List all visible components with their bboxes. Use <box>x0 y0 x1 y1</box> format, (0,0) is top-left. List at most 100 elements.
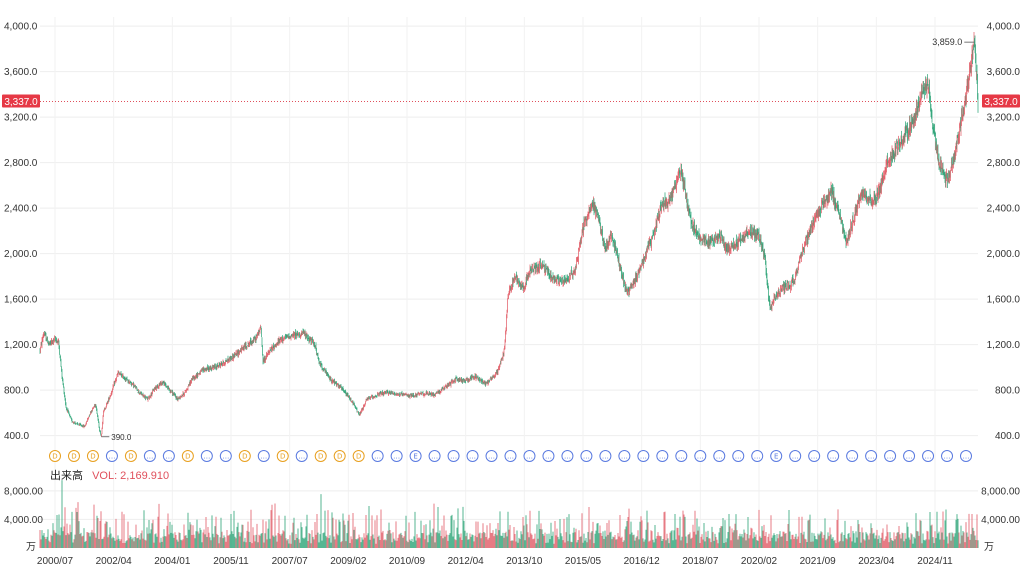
event-marker-label: D <box>71 453 76 461</box>
event-marker <box>580 450 593 462</box>
price-tick-label-right: 3,600.0 <box>987 67 1021 78</box>
event-marker-label: D <box>280 453 285 461</box>
event-marker-label: D <box>128 453 133 461</box>
last-price-tag-left <box>2 94 40 108</box>
price-tick-label-right: 800.0 <box>995 386 1020 397</box>
price-tick-label-left: 1,200.0 <box>4 340 38 351</box>
event-marker <box>447 450 460 462</box>
dividend-marker <box>49 450 61 462</box>
last-price-label-left: 3,337.0 <box>4 97 38 108</box>
event-marker-label: … <box>811 453 818 461</box>
time-tick-label: 2021/09 <box>800 556 837 567</box>
event-marker <box>789 450 802 462</box>
event-marker <box>884 450 897 462</box>
event-marker <box>428 450 441 462</box>
event-marker <box>903 450 916 462</box>
event-marker <box>922 450 935 462</box>
volume-tick-label-left: 4,000.00 <box>4 515 43 526</box>
event-marker <box>371 450 384 462</box>
price-tick-label-right: 2,000.0 <box>987 249 1021 260</box>
event-marker-label: … <box>792 453 799 461</box>
price-tick-label-right: 1,200.0 <box>987 340 1021 351</box>
dividend-marker <box>276 450 289 462</box>
event-marker-label: … <box>678 453 685 461</box>
event-marker-label: … <box>640 453 647 461</box>
event-marker-label: … <box>868 453 875 461</box>
event-marker-label: D <box>356 453 361 461</box>
event-marker <box>637 450 650 462</box>
event-marker-label: … <box>545 453 552 461</box>
dividend-marker <box>86 450 99 462</box>
volume-tick-label-right: 8,000.00 <box>981 486 1020 497</box>
volume-tick-label-right: 4,000.00 <box>981 515 1020 526</box>
event-marker <box>846 450 859 462</box>
time-tick-label: 2024/11 <box>917 556 953 567</box>
event-marker-label: … <box>754 453 761 461</box>
event-marker-label: … <box>298 453 305 461</box>
event-marker-label: … <box>507 453 514 461</box>
dividend-marker <box>181 450 194 462</box>
price-tick-label-left: 3,600.0 <box>4 67 38 78</box>
time-tick-label: 2009/02 <box>330 556 367 567</box>
price-tick-label-right: 3,200.0 <box>987 113 1021 124</box>
event-marker-label: … <box>374 453 381 461</box>
event-marker <box>143 450 156 462</box>
event-marker <box>751 450 764 462</box>
dividend-marker <box>314 450 327 462</box>
event-marker-label: E <box>413 453 417 461</box>
event-marker-label: … <box>849 453 856 461</box>
event-marker <box>162 450 175 462</box>
event-marker <box>219 450 232 462</box>
volume-legend-value: VOL: 2,169.910 <box>92 470 170 482</box>
last-price-tag-right <box>982 94 1020 108</box>
time-tick-label: 2015/05 <box>565 556 602 567</box>
event-marker-label: … <box>393 453 400 461</box>
event-marker <box>200 450 213 462</box>
event-marker <box>599 450 612 462</box>
event-marker-label: … <box>146 453 153 461</box>
price-tick-label-left: 2,800.0 <box>4 158 38 169</box>
time-tick-label: 2013/10 <box>506 556 543 567</box>
event-marker-label: D <box>90 453 95 461</box>
event-marker-label: … <box>716 453 723 461</box>
time-tick-label: 2010/09 <box>389 556 426 567</box>
event-marker <box>105 450 118 462</box>
price-tick-label-left: 2,400.0 <box>4 204 38 215</box>
volume-legend-title: 出来高 <box>50 470 83 482</box>
time-tick-label: 2016/12 <box>624 556 661 567</box>
price-tick-label-right: 1,600.0 <box>987 295 1021 306</box>
event-marker-label: … <box>887 453 894 461</box>
volume-unit-right: 万 <box>984 542 994 553</box>
time-tick-label: 2002/04 <box>96 556 133 567</box>
event-marker-label: … <box>944 453 951 461</box>
event-marker <box>694 450 707 462</box>
price-tick-label-right: 4,000.0 <box>987 22 1021 33</box>
event-marker <box>960 450 972 462</box>
event-marker-label: … <box>564 453 571 461</box>
event-marker <box>295 450 308 462</box>
event-marker <box>808 450 821 462</box>
price-tick-label-left: 400.0 <box>4 431 29 442</box>
volume-legend: 出来高 VOL: 2,169.910 <box>50 467 169 483</box>
event-marker-label: … <box>583 453 590 461</box>
event-marker <box>827 450 840 462</box>
event-marker <box>941 450 954 462</box>
event-marker <box>618 450 631 462</box>
event-marker <box>713 450 726 462</box>
event-marker-label: D <box>318 453 323 461</box>
event-marker-label: … <box>925 453 932 461</box>
event-marker-label: … <box>203 453 210 461</box>
event-marker-label: D <box>52 453 57 461</box>
event-marker-label: … <box>526 453 533 461</box>
time-tick-label: 2023/04 <box>858 556 895 567</box>
dividend-marker <box>333 450 346 462</box>
event-marker-label: … <box>735 453 742 461</box>
event-marker-label: … <box>906 453 913 461</box>
event-marker <box>675 450 688 462</box>
event-marker-label: … <box>469 453 476 461</box>
high-marker-label: 3,859.0 <box>932 37 962 47</box>
price-tick-label-left: 3,200.0 <box>4 113 38 124</box>
event-marker-label: D <box>242 453 247 461</box>
